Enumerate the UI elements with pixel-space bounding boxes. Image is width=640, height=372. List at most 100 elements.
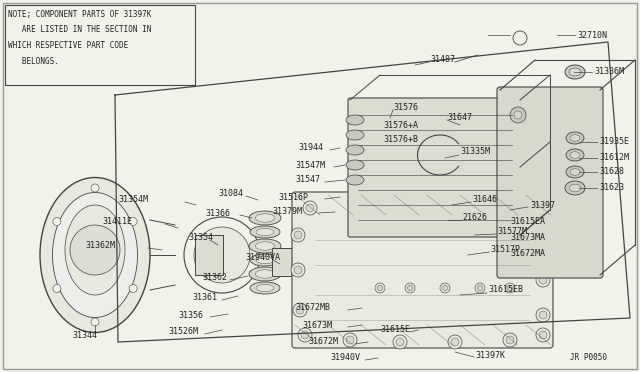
Circle shape bbox=[298, 328, 312, 342]
Text: 31940V: 31940V bbox=[330, 353, 360, 362]
Circle shape bbox=[541, 206, 549, 214]
Circle shape bbox=[475, 283, 485, 293]
Circle shape bbox=[293, 303, 307, 317]
Ellipse shape bbox=[255, 270, 275, 278]
Text: 31944: 31944 bbox=[298, 144, 323, 153]
Circle shape bbox=[448, 335, 462, 349]
Text: 31673MA: 31673MA bbox=[510, 234, 545, 243]
Text: 31628: 31628 bbox=[599, 167, 624, 176]
Ellipse shape bbox=[249, 267, 281, 281]
Text: 31397: 31397 bbox=[530, 201, 555, 209]
FancyBboxPatch shape bbox=[292, 192, 553, 348]
Circle shape bbox=[375, 283, 385, 293]
Ellipse shape bbox=[570, 184, 580, 192]
Text: 31526M: 31526M bbox=[168, 327, 198, 337]
Text: 31335M: 31335M bbox=[460, 148, 490, 157]
Circle shape bbox=[503, 333, 517, 347]
Circle shape bbox=[303, 201, 317, 215]
Circle shape bbox=[396, 338, 404, 346]
Circle shape bbox=[536, 328, 550, 342]
Text: 31547: 31547 bbox=[295, 176, 320, 185]
Bar bbox=[5, 5, 195, 85]
Circle shape bbox=[536, 273, 550, 287]
Text: 31366: 31366 bbox=[205, 208, 230, 218]
Circle shape bbox=[70, 225, 120, 275]
Circle shape bbox=[408, 285, 413, 291]
Circle shape bbox=[538, 203, 552, 217]
Ellipse shape bbox=[346, 175, 364, 185]
Text: 31516P: 31516P bbox=[278, 192, 308, 202]
Text: 31362: 31362 bbox=[202, 273, 227, 282]
Text: 31623: 31623 bbox=[599, 183, 624, 192]
Ellipse shape bbox=[346, 115, 364, 125]
Text: 31084: 31084 bbox=[218, 189, 243, 198]
Circle shape bbox=[393, 335, 407, 349]
Text: 31517P: 31517P bbox=[490, 246, 520, 254]
Ellipse shape bbox=[249, 239, 281, 253]
Text: JR P0050: JR P0050 bbox=[570, 353, 607, 362]
Text: 31576+B: 31576+B bbox=[383, 135, 418, 144]
Text: ARE LISTED IN THE SECTION IN: ARE LISTED IN THE SECTION IN bbox=[8, 26, 152, 35]
Ellipse shape bbox=[65, 205, 125, 295]
Text: 31576+A: 31576+A bbox=[383, 121, 418, 129]
Circle shape bbox=[539, 331, 547, 339]
Ellipse shape bbox=[256, 285, 274, 292]
Circle shape bbox=[536, 238, 550, 252]
Circle shape bbox=[458, 193, 472, 207]
Circle shape bbox=[53, 285, 61, 292]
Ellipse shape bbox=[256, 256, 274, 264]
Circle shape bbox=[294, 231, 302, 239]
Circle shape bbox=[348, 195, 362, 209]
Circle shape bbox=[451, 338, 459, 346]
Text: 31336M: 31336M bbox=[594, 67, 624, 77]
Circle shape bbox=[505, 283, 515, 293]
Text: NOTE; COMPONENT PARTS OF 31397K: NOTE; COMPONENT PARTS OF 31397K bbox=[8, 10, 152, 19]
Ellipse shape bbox=[570, 135, 580, 141]
Text: 31379M: 31379M bbox=[272, 208, 302, 217]
Circle shape bbox=[351, 198, 359, 206]
Ellipse shape bbox=[565, 65, 585, 79]
Text: 31673M: 31673M bbox=[302, 321, 332, 330]
Ellipse shape bbox=[255, 242, 275, 250]
Ellipse shape bbox=[570, 152, 580, 158]
Circle shape bbox=[508, 285, 513, 291]
Ellipse shape bbox=[346, 145, 364, 155]
Text: 31615EB: 31615EB bbox=[488, 285, 523, 295]
Circle shape bbox=[343, 333, 357, 347]
Text: 31612M: 31612M bbox=[599, 154, 629, 163]
Text: 31344: 31344 bbox=[72, 330, 97, 340]
Text: 31935E: 31935E bbox=[599, 138, 629, 147]
Circle shape bbox=[539, 311, 547, 319]
Circle shape bbox=[91, 184, 99, 192]
Circle shape bbox=[301, 331, 309, 339]
Text: 31615E: 31615E bbox=[380, 326, 410, 334]
Text: 31615EA: 31615EA bbox=[510, 218, 545, 227]
Text: 31411E: 31411E bbox=[102, 218, 132, 227]
Circle shape bbox=[296, 306, 304, 314]
Circle shape bbox=[506, 336, 514, 344]
Text: 31672MB: 31672MB bbox=[295, 304, 330, 312]
Circle shape bbox=[514, 111, 522, 119]
Circle shape bbox=[539, 276, 547, 284]
Ellipse shape bbox=[569, 68, 581, 76]
Ellipse shape bbox=[52, 192, 138, 317]
Text: 31646: 31646 bbox=[472, 196, 497, 205]
Text: 21626: 21626 bbox=[462, 214, 487, 222]
Circle shape bbox=[194, 227, 250, 283]
Circle shape bbox=[406, 196, 414, 204]
Circle shape bbox=[129, 285, 137, 292]
Ellipse shape bbox=[346, 130, 364, 140]
Circle shape bbox=[440, 283, 450, 293]
Ellipse shape bbox=[565, 181, 585, 195]
Bar bbox=[195, 235, 223, 275]
Circle shape bbox=[294, 266, 302, 274]
Circle shape bbox=[403, 193, 417, 207]
Text: 31547M: 31547M bbox=[295, 160, 325, 170]
Circle shape bbox=[291, 228, 305, 242]
Circle shape bbox=[508, 195, 522, 209]
Circle shape bbox=[539, 241, 547, 249]
Ellipse shape bbox=[255, 214, 275, 222]
Text: 31940VA: 31940VA bbox=[245, 253, 280, 263]
Text: WHICH RESPECTIVE PART CODE: WHICH RESPECTIVE PART CODE bbox=[8, 42, 128, 51]
Circle shape bbox=[129, 218, 137, 225]
